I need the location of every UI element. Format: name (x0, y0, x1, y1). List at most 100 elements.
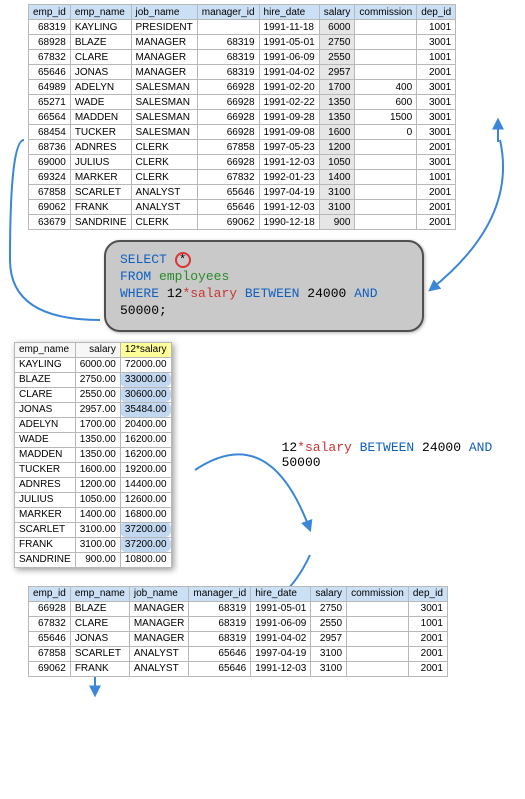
table-cell: 12600.00 (120, 492, 171, 507)
table-row: 67832CLAREMANAGER683191991-06-0925501001 (29, 50, 456, 65)
table-cell: 66928 (29, 601, 71, 616)
table-row: 65646JONASMANAGER683191991-04-0229572001 (29, 631, 448, 646)
table-row: MARKER1400.0016800.00 (15, 507, 172, 522)
column-header: job_name (131, 5, 197, 20)
table-cell (355, 35, 417, 50)
table-cell: KAYLING (15, 357, 76, 372)
table-row: 64989ADELYNSALESMAN669281991-02-20170040… (29, 80, 456, 95)
table-cell (355, 140, 417, 155)
table-row: MADDEN1350.0016200.00 (15, 447, 172, 462)
table-cell: JONAS (70, 65, 131, 80)
table-cell: 33000.00 (120, 372, 171, 387)
table-cell: 65646 (197, 185, 259, 200)
table-cell: 1990-12-18 (259, 215, 319, 230)
table-cell: 1997-05-23 (259, 140, 319, 155)
table-cell: 1991-09-08 (259, 125, 319, 140)
table-cell: 68319 (29, 20, 71, 35)
table-row: SANDRINE900.0010800.00 (15, 552, 172, 567)
table-cell: 67832 (197, 170, 259, 185)
table-cell: 1350.00 (75, 432, 120, 447)
table-cell: 2957 (311, 631, 347, 646)
table-cell: 67832 (29, 616, 71, 631)
intermediate-12x-salary-table: emp_namesalary12*salaryKAYLING6000.00720… (14, 342, 172, 568)
table-cell: 16200.00 (120, 432, 171, 447)
table-cell: 3001 (417, 35, 456, 50)
source-employees-table: emp_idemp_namejob_namemanager_idhire_dat… (28, 4, 521, 230)
table-cell (355, 185, 417, 200)
table-cell: 30600.00 (120, 387, 171, 402)
table-cell: 1350 (319, 95, 355, 110)
column-header: hire_date (259, 5, 319, 20)
table-cell: 900.00 (75, 552, 120, 567)
table-cell: 1991-12-03 (251, 661, 311, 676)
table-cell: SCARLET (15, 522, 76, 537)
table-row: 68319KAYLINGPRESIDENT1991-11-1860001001 (29, 20, 456, 35)
table-cell: CLERK (131, 155, 197, 170)
table-row: 69000JULIUSCLERK669281991-12-0310503001 (29, 155, 456, 170)
table-row: SCARLET3100.0037200.00 (15, 522, 172, 537)
table-cell: 2001 (408, 631, 447, 646)
table-cell: 10800.00 (120, 552, 171, 567)
table-cell: 1997-04-19 (251, 646, 311, 661)
column-header: dep_id (408, 586, 447, 601)
column-header: commission (347, 586, 409, 601)
table-cell: 2001 (417, 200, 456, 215)
cond-between: BETWEEN (360, 440, 415, 455)
table-row: WADE1350.0016200.00 (15, 432, 172, 447)
table-cell: 3100 (319, 200, 355, 215)
table-cell: 67858 (197, 140, 259, 155)
table-cell: 65646 (29, 631, 71, 646)
table-cell: 3100.00 (75, 522, 120, 537)
table-cell: SALESMAN (131, 110, 197, 125)
table-cell: 1500 (355, 110, 417, 125)
table-cell: 16800.00 (120, 507, 171, 522)
table-cell: 66928 (197, 95, 259, 110)
table-cell: 1991-12-03 (259, 155, 319, 170)
table-cell: 35484.00 (120, 402, 171, 417)
table-cell: SCARLET (70, 646, 129, 661)
table-cell: MARKER (15, 507, 76, 522)
table-cell: 14400.00 (120, 477, 171, 492)
table-row: 65271WADESALESMAN669281991-02-2213506003… (29, 95, 456, 110)
table-cell: 63679 (29, 215, 71, 230)
table-cell: 2001 (417, 215, 456, 230)
table-cell: 69062 (29, 200, 71, 215)
table-cell: 2550.00 (75, 387, 120, 402)
table-cell: 1200.00 (75, 477, 120, 492)
table-cell: 37200.00 (120, 522, 171, 537)
table-cell: 69062 (197, 215, 259, 230)
table-cell: WADE (15, 432, 76, 447)
table-cell: CLERK (131, 170, 197, 185)
table-cell: 1600 (319, 125, 355, 140)
table-cell: 1400.00 (75, 507, 120, 522)
table-cell: 6000.00 (75, 357, 120, 372)
table-cell: 1992-01-23 (259, 170, 319, 185)
table-cell: MANAGER (129, 616, 189, 631)
table-cell: 65646 (189, 646, 251, 661)
table-cell (347, 601, 409, 616)
table-row: 67858SCARLETANALYST656461997-04-19310020… (29, 646, 448, 661)
table-cell: 1991-09-28 (259, 110, 319, 125)
table-cell: CLERK (131, 140, 197, 155)
column-header: emp_name (15, 342, 76, 357)
column-header: 12*salary (120, 342, 171, 357)
table-cell: MANAGER (129, 601, 189, 616)
table-cell: 64989 (29, 80, 71, 95)
table-cell: 1991-04-02 (259, 65, 319, 80)
table-cell: WADE (70, 95, 131, 110)
table-cell: 1991-04-02 (251, 631, 311, 646)
table-row: 69062FRANKANALYST656461991-12-0331002001 (29, 661, 448, 676)
table-cell: 3001 (417, 125, 456, 140)
table-cell: 1997-04-19 (259, 185, 319, 200)
table-cell: 1001 (408, 616, 447, 631)
table-cell: SALESMAN (131, 95, 197, 110)
table-cell: CLERK (131, 215, 197, 230)
table-row: JONAS2957.0035484.00 (15, 402, 172, 417)
table-cell: SANDRINE (15, 552, 76, 567)
table-cell: MANAGER (131, 35, 197, 50)
table-cell: 68928 (29, 35, 71, 50)
table-cell: 65646 (197, 200, 259, 215)
table-cell: ANALYST (131, 200, 197, 215)
table-cell: 66928 (197, 125, 259, 140)
table-row: KAYLING6000.0072000.00 (15, 357, 172, 372)
